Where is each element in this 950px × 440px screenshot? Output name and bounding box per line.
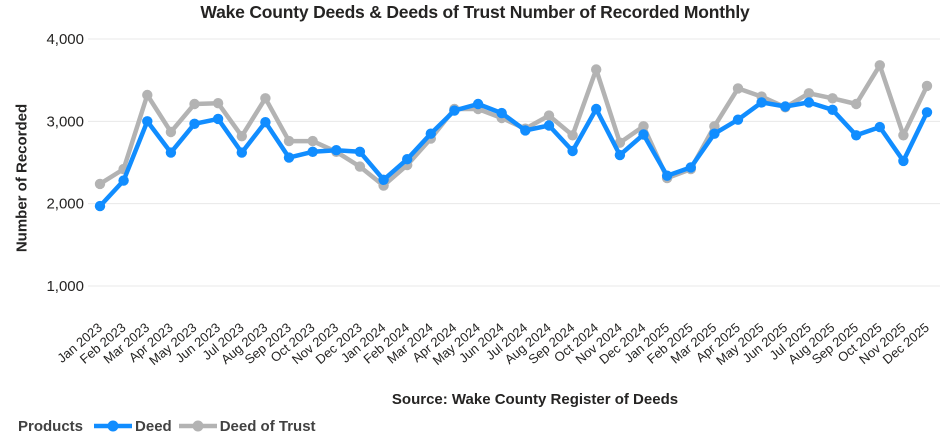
legend-title: Products — [18, 417, 84, 435]
svg-text:3,000: 3,000 — [46, 113, 84, 130]
svg-text:1,000: 1,000 — [46, 278, 84, 295]
deed-line-marker-icon — [94, 420, 133, 432]
chart-title: Wake County Deeds & Deeds of Trust Numbe… — [200, 2, 750, 22]
legend-item-label: Deed of Trust — [219, 417, 316, 435]
deed-of-trust-line-marker-icon — [178, 420, 217, 432]
legend-item-deed-of-trust[interactable]: Deed of Trust — [178, 418, 316, 435]
svg-text:4,000: 4,000 — [46, 31, 84, 48]
legend: Products Deed Deed of Trust — [18, 414, 316, 438]
legend-item-label: Deed — [135, 417, 172, 435]
source-caption: Source: Wake County Register of Deeds — [391, 391, 679, 408]
svg-text:2,000: 2,000 — [46, 196, 84, 213]
legend-item-deed[interactable]: Deed — [93, 418, 172, 435]
